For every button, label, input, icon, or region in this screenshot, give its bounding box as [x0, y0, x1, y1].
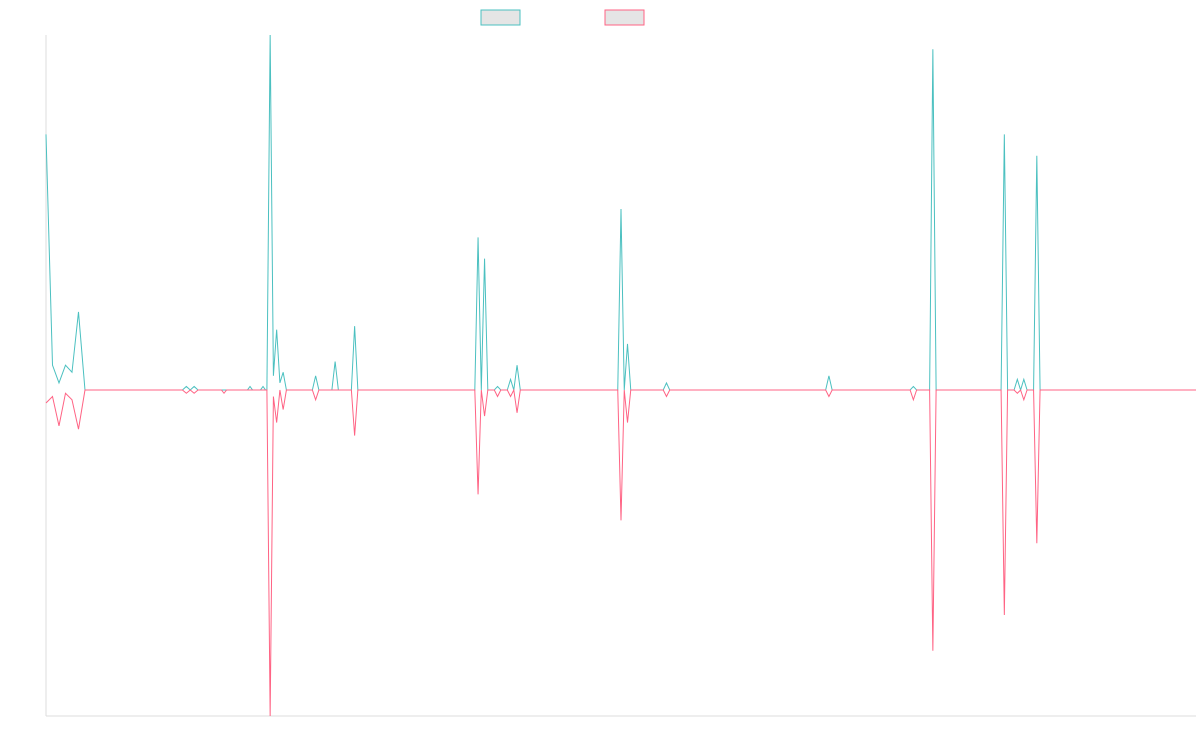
series-1-line [45, 34, 1196, 392]
legend-swatch-series-1[interactable] [480, 9, 521, 26]
legend [480, 9, 645, 26]
plot-area [45, 34, 1196, 717]
legend-swatch-series-2[interactable] [604, 9, 645, 26]
series-2-line [45, 388, 1196, 717]
